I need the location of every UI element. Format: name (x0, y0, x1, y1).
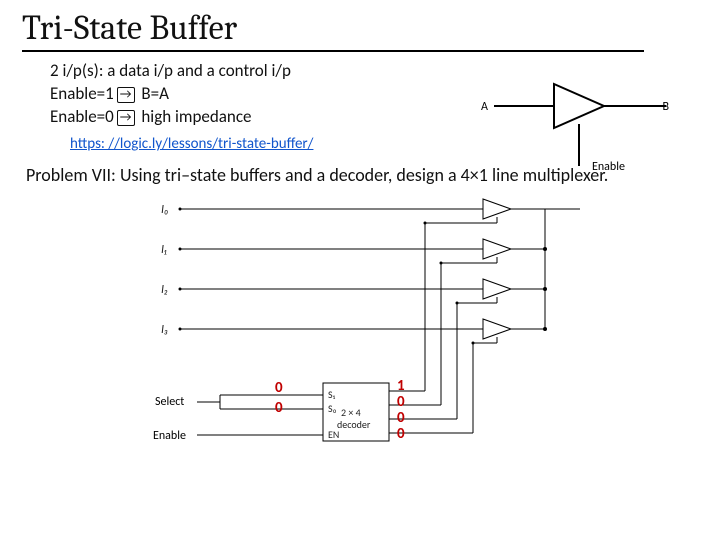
fig2-label-I3: I₃ (161, 323, 168, 337)
fig2-label-I0: I₀ (161, 203, 169, 217)
fig1-label-B: B (662, 100, 669, 114)
fig-mux-decoder: I₀ I₁ I₂ I₃ Select Enable S₁ S₀ EN 2 × 4… (125, 191, 595, 461)
fig2-selval-0: 0 (275, 379, 283, 397)
bullet-2-pre: Enable=1 (50, 83, 114, 104)
bullet-3-pre: Enable=0 (50, 106, 114, 127)
fig2-label-select: Select (155, 395, 184, 409)
fig-tristate-buffer: A B Enable (476, 66, 676, 176)
fig2-label-dec2: decoder (337, 418, 371, 431)
fig1-label-A: A (481, 100, 488, 114)
fig2-label-S1: S₁ (328, 388, 336, 401)
title-wrap: Tri-State Buffer (22, 8, 644, 52)
fig2-label-S0: S₀ (328, 402, 337, 415)
fig2-label-I1: I₁ (161, 243, 167, 257)
fig2-label-I2: I₂ (161, 283, 168, 297)
fig2-label-enable: Enable (153, 429, 186, 443)
bullet-3-post: high impedance (138, 106, 252, 127)
fig1-label-enable: Enable (592, 160, 625, 174)
fig2-decout-3: 0 (397, 425, 405, 443)
page-title: Tri-State Buffer (22, 8, 644, 48)
fig2-selval-1: 0 (275, 399, 283, 417)
bullet-2-post: B=A (138, 83, 169, 104)
arrow-icon: → (117, 110, 135, 126)
arrow-icon: → (117, 87, 135, 103)
